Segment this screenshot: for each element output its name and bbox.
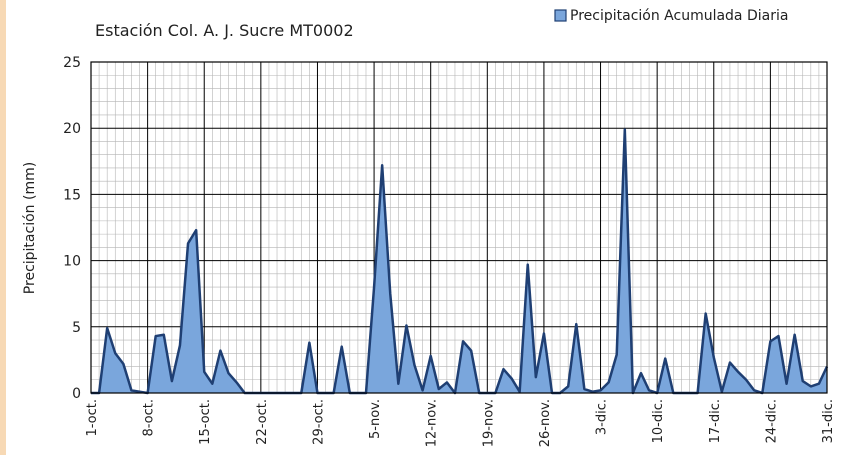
chart-title: Estación Col. A. J. Sucre MT0002	[95, 21, 354, 40]
x-tick-label: 15-oct.	[198, 399, 213, 445]
legend-swatch	[554, 9, 567, 22]
area-line	[91, 128, 829, 395]
x-tick-label: 29-oct.	[311, 399, 326, 445]
chart: Estación Col. A. J. Sucre MT0002 Precipi…	[22, 8, 836, 447]
x-tick-label: 10-dic.	[651, 399, 666, 443]
legend-label: Precipitación Acumulada Diaria	[570, 8, 788, 24]
y-tick-label: 0	[72, 386, 81, 402]
x-tick-label: 8-oct.	[142, 399, 157, 437]
y-tick-label: 25	[63, 55, 81, 71]
x-tick-label: 3-dic.	[595, 399, 610, 435]
y-tick-label: 10	[63, 254, 81, 270]
y-axis-label: Precipitación (mm)	[22, 162, 38, 294]
y-tick-label: 20	[63, 121, 81, 137]
x-tick-label: 1-oct.	[85, 399, 100, 437]
y-tick-label: 15	[63, 187, 81, 203]
x-tick-label: 12-nov.	[425, 399, 440, 447]
x-tick-label: 17-dic.	[708, 399, 723, 443]
plot-border	[90, 61, 828, 394]
x-tick-label: 22-oct.	[255, 399, 270, 445]
x-tick-label: 19-nov.	[481, 399, 496, 447]
x-tick-label: 5-nov.	[368, 399, 383, 439]
x-tick-label: 31-dic.	[821, 399, 836, 443]
area-fill	[91, 129, 827, 394]
x-tick-label: 24-dic.	[764, 399, 779, 443]
x-tick-label: 26-nov.	[538, 399, 553, 447]
y-tick-label: 5	[72, 320, 81, 336]
